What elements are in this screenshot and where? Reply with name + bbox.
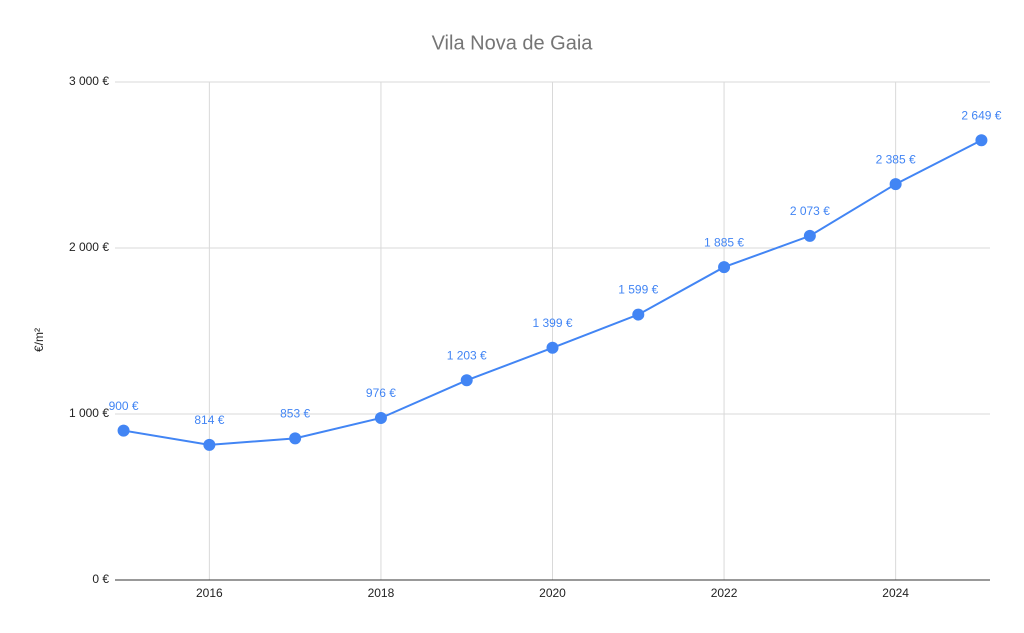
point: [889, 178, 902, 191]
x-tick-label: 2020: [539, 586, 566, 600]
point: [289, 432, 302, 445]
data-label: 814 €: [194, 413, 224, 427]
data-label: 853 €: [280, 407, 310, 421]
data-label: 1 399 €: [532, 316, 572, 330]
data-label: 1 885 €: [704, 235, 744, 249]
x-tick-label: 2016: [196, 586, 223, 600]
point: [632, 308, 645, 321]
y-axis-label: €/m²: [32, 328, 46, 352]
data-label: 2 385 €: [876, 152, 916, 166]
point: [718, 261, 731, 274]
y-tick-label: 0 €: [92, 572, 109, 586]
point: [374, 411, 387, 424]
x-tick-label: 2018: [368, 586, 395, 600]
point: [546, 341, 559, 354]
point: [975, 134, 988, 147]
x-tick-label: 2024: [882, 586, 909, 600]
y-tick-label: 1 000 €: [69, 406, 109, 420]
data-label: 1 599 €: [618, 283, 658, 297]
data-label: 1 203 €: [447, 348, 487, 362]
data-label: 976 €: [366, 386, 396, 400]
x-tick-label: 2022: [711, 586, 738, 600]
data-label: 2 073 €: [790, 204, 830, 218]
point: [803, 229, 816, 242]
y-tick-label: 2 000 €: [69, 240, 109, 254]
point: [117, 424, 130, 437]
point: [203, 438, 216, 451]
data-label: 2 649 €: [961, 108, 1001, 122]
data-label: 900 €: [109, 399, 139, 413]
point: [460, 374, 473, 387]
y-tick-label: 3 000 €: [69, 74, 109, 88]
chart-title: Vila Nova de Gaia: [432, 32, 594, 54]
